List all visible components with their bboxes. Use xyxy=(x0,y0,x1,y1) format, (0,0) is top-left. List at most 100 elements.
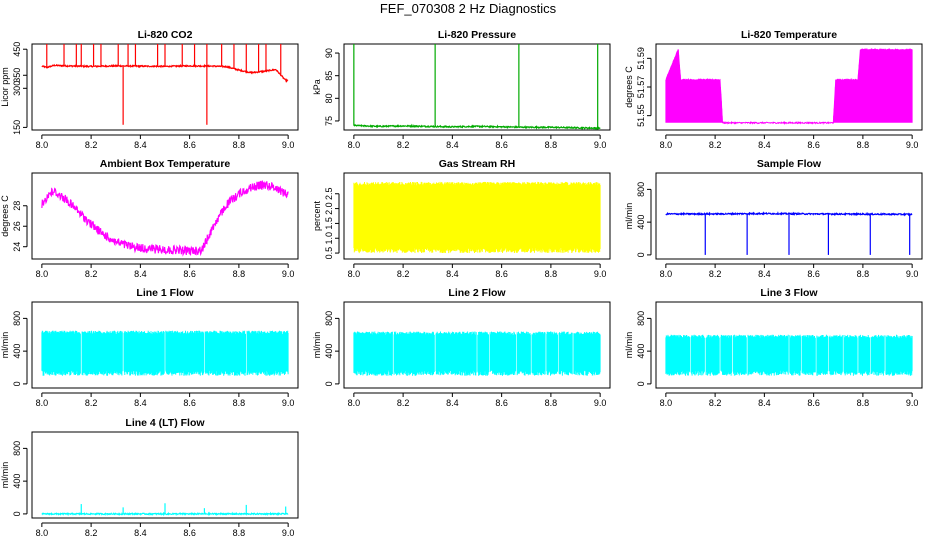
y-tick-label: 400 xyxy=(324,344,334,359)
plot-frame xyxy=(655,301,923,389)
x-tick-label: 8.6 xyxy=(495,398,508,408)
y-tick-label: 85 xyxy=(324,71,334,81)
plot-frame xyxy=(343,43,611,131)
y-tick-label: 1.0 xyxy=(324,232,334,245)
figure-title: FEF_070308 2 Hz Diagnostics xyxy=(379,1,557,16)
x-tick-label: 9.0 xyxy=(906,140,919,150)
y-axis-label: ml/min xyxy=(312,332,322,359)
series-band xyxy=(353,181,601,254)
series-band xyxy=(353,331,601,376)
x-tick-label: 8.2 xyxy=(85,528,98,538)
data-layer xyxy=(353,331,601,376)
x-tick-label: 8.2 xyxy=(85,269,98,279)
chart-panel-9: Line 3 Flow 8.0 8.2 8.4 8.6 8.8 9.0 0 400 800ml/m… xyxy=(624,287,923,408)
chart-panel-6: Sample Flow 8.0 8.2 8.4 8.6 8.8 9.0 0 400 800ml/m… xyxy=(624,158,923,279)
y-tick-label: 400 xyxy=(12,344,22,359)
chart-title: Li-820 Temperature xyxy=(741,29,837,41)
x-tick-label: 8.8 xyxy=(857,140,870,150)
chart-title: Line 4 (LT) Flow xyxy=(125,417,205,429)
y-tick-label: 0 xyxy=(12,511,22,516)
y-tick-label: 26 xyxy=(12,221,22,231)
x-tick-label: 9.0 xyxy=(594,269,607,279)
y-tick-label: 0 xyxy=(12,381,22,386)
series-line xyxy=(665,211,913,217)
y-tick-label: 800 xyxy=(324,311,334,326)
chart-title: Line 3 Flow xyxy=(760,287,818,299)
y-tick-label: 0 xyxy=(636,252,646,257)
x-tick-label: 8.6 xyxy=(183,140,196,150)
x-tick-label: 8.0 xyxy=(660,398,673,408)
x-tick-label: 8.6 xyxy=(807,140,820,150)
y-tick-label: 800 xyxy=(12,311,22,326)
y-tick-label: 0.5 xyxy=(324,247,334,260)
x-tick-label: 8.2 xyxy=(85,140,98,150)
x-tick-label: 8.0 xyxy=(660,269,673,279)
chart-title: Gas Stream RH xyxy=(439,158,515,170)
series-line xyxy=(353,123,601,130)
plot-frame xyxy=(31,172,299,260)
x-tick-label: 8.0 xyxy=(348,140,361,150)
x-tick-label: 9.0 xyxy=(906,398,919,408)
y-axis-label: ml/min xyxy=(624,203,634,230)
x-tick-label: 8.4 xyxy=(446,398,459,408)
data-layer xyxy=(41,44,289,125)
x-tick-label: 8.6 xyxy=(183,528,196,538)
x-tick-label: 8.6 xyxy=(495,140,508,150)
data-layer xyxy=(353,181,601,254)
x-tick-label: 8.6 xyxy=(495,269,508,279)
series-line xyxy=(41,180,289,257)
series-line xyxy=(665,48,913,126)
x-tick-label: 8.2 xyxy=(397,398,410,408)
x-tick-label: 9.0 xyxy=(594,140,607,150)
x-tick-label: 8.4 xyxy=(134,528,147,538)
plot-frame xyxy=(655,172,923,260)
plot-frame xyxy=(31,301,299,389)
chart-panel-5: Gas Stream RH 8.0 8.2 8.4 8.6 8.8 9.0 0.5 1.0 1.5… xyxy=(312,158,611,279)
x-tick-label: 8.4 xyxy=(758,140,771,150)
y-tick-label: 800 xyxy=(636,182,646,197)
y-tick-label: 0 xyxy=(636,381,646,386)
y-tick-label: 1.5 xyxy=(324,217,334,230)
y-tick-label: 51.55 xyxy=(636,104,646,127)
y-tick-label: 400 xyxy=(12,474,22,489)
x-tick-label: 8.6 xyxy=(183,269,196,279)
y-axis-label: percent xyxy=(312,200,322,231)
x-tick-label: 8.4 xyxy=(134,398,147,408)
y-tick-label: 350 xyxy=(12,68,22,83)
x-tick-label: 9.0 xyxy=(906,269,919,279)
chart-title: Line 2 Flow xyxy=(448,287,506,299)
x-tick-label: 8.8 xyxy=(857,398,870,408)
x-tick-label: 9.0 xyxy=(282,269,295,279)
x-tick-label: 8.4 xyxy=(758,398,771,408)
x-tick-label: 8.6 xyxy=(807,269,820,279)
data-layer xyxy=(41,503,289,517)
y-tick-label: 150 xyxy=(12,120,22,135)
y-tick-label: 75 xyxy=(324,116,334,126)
x-tick-label: 9.0 xyxy=(594,398,607,408)
x-tick-label: 9.0 xyxy=(282,140,295,150)
chart-panel-3: Li-820 Temperature 8.0 8.2 8.4 8.6 8.8 9.0 51.5… xyxy=(624,29,923,150)
x-tick-label: 8.2 xyxy=(709,269,722,279)
x-tick-label: 8.0 xyxy=(36,398,49,408)
x-tick-label: 8.0 xyxy=(36,528,49,538)
x-tick-label: 8.0 xyxy=(348,398,361,408)
y-axis-label: ml/min xyxy=(624,332,634,359)
x-tick-label: 8.4 xyxy=(446,269,459,279)
x-tick-label: 8.0 xyxy=(36,269,49,279)
series-line xyxy=(41,63,289,83)
data-layer xyxy=(665,211,913,255)
chart-panel-10: Line 4 (LT) Flow 8.0 8.2 8.4 8.6 8.8 9.0 0 400 80… xyxy=(0,417,299,538)
x-tick-label: 8.4 xyxy=(446,140,459,150)
chart-title: Line 1 Flow xyxy=(136,287,194,299)
x-tick-label: 8.0 xyxy=(36,140,49,150)
chart-title: Li-820 Pressure xyxy=(438,29,516,41)
x-tick-label: 8.2 xyxy=(709,140,722,150)
chart-panel-2: Li-820 Pressure 8.0 8.2 8.4 8.6 8.8 9.0 75 80 85 9… xyxy=(312,29,611,150)
x-tick-label: 8.8 xyxy=(545,140,558,150)
chart-panel-8: Line 2 Flow 8.0 8.2 8.4 8.6 8.8 9.0 0 400 800ml/m… xyxy=(312,287,611,408)
plot-frame xyxy=(655,43,923,131)
y-tick-label: 24 xyxy=(12,242,22,252)
y-tick-label: 300 xyxy=(12,81,22,96)
